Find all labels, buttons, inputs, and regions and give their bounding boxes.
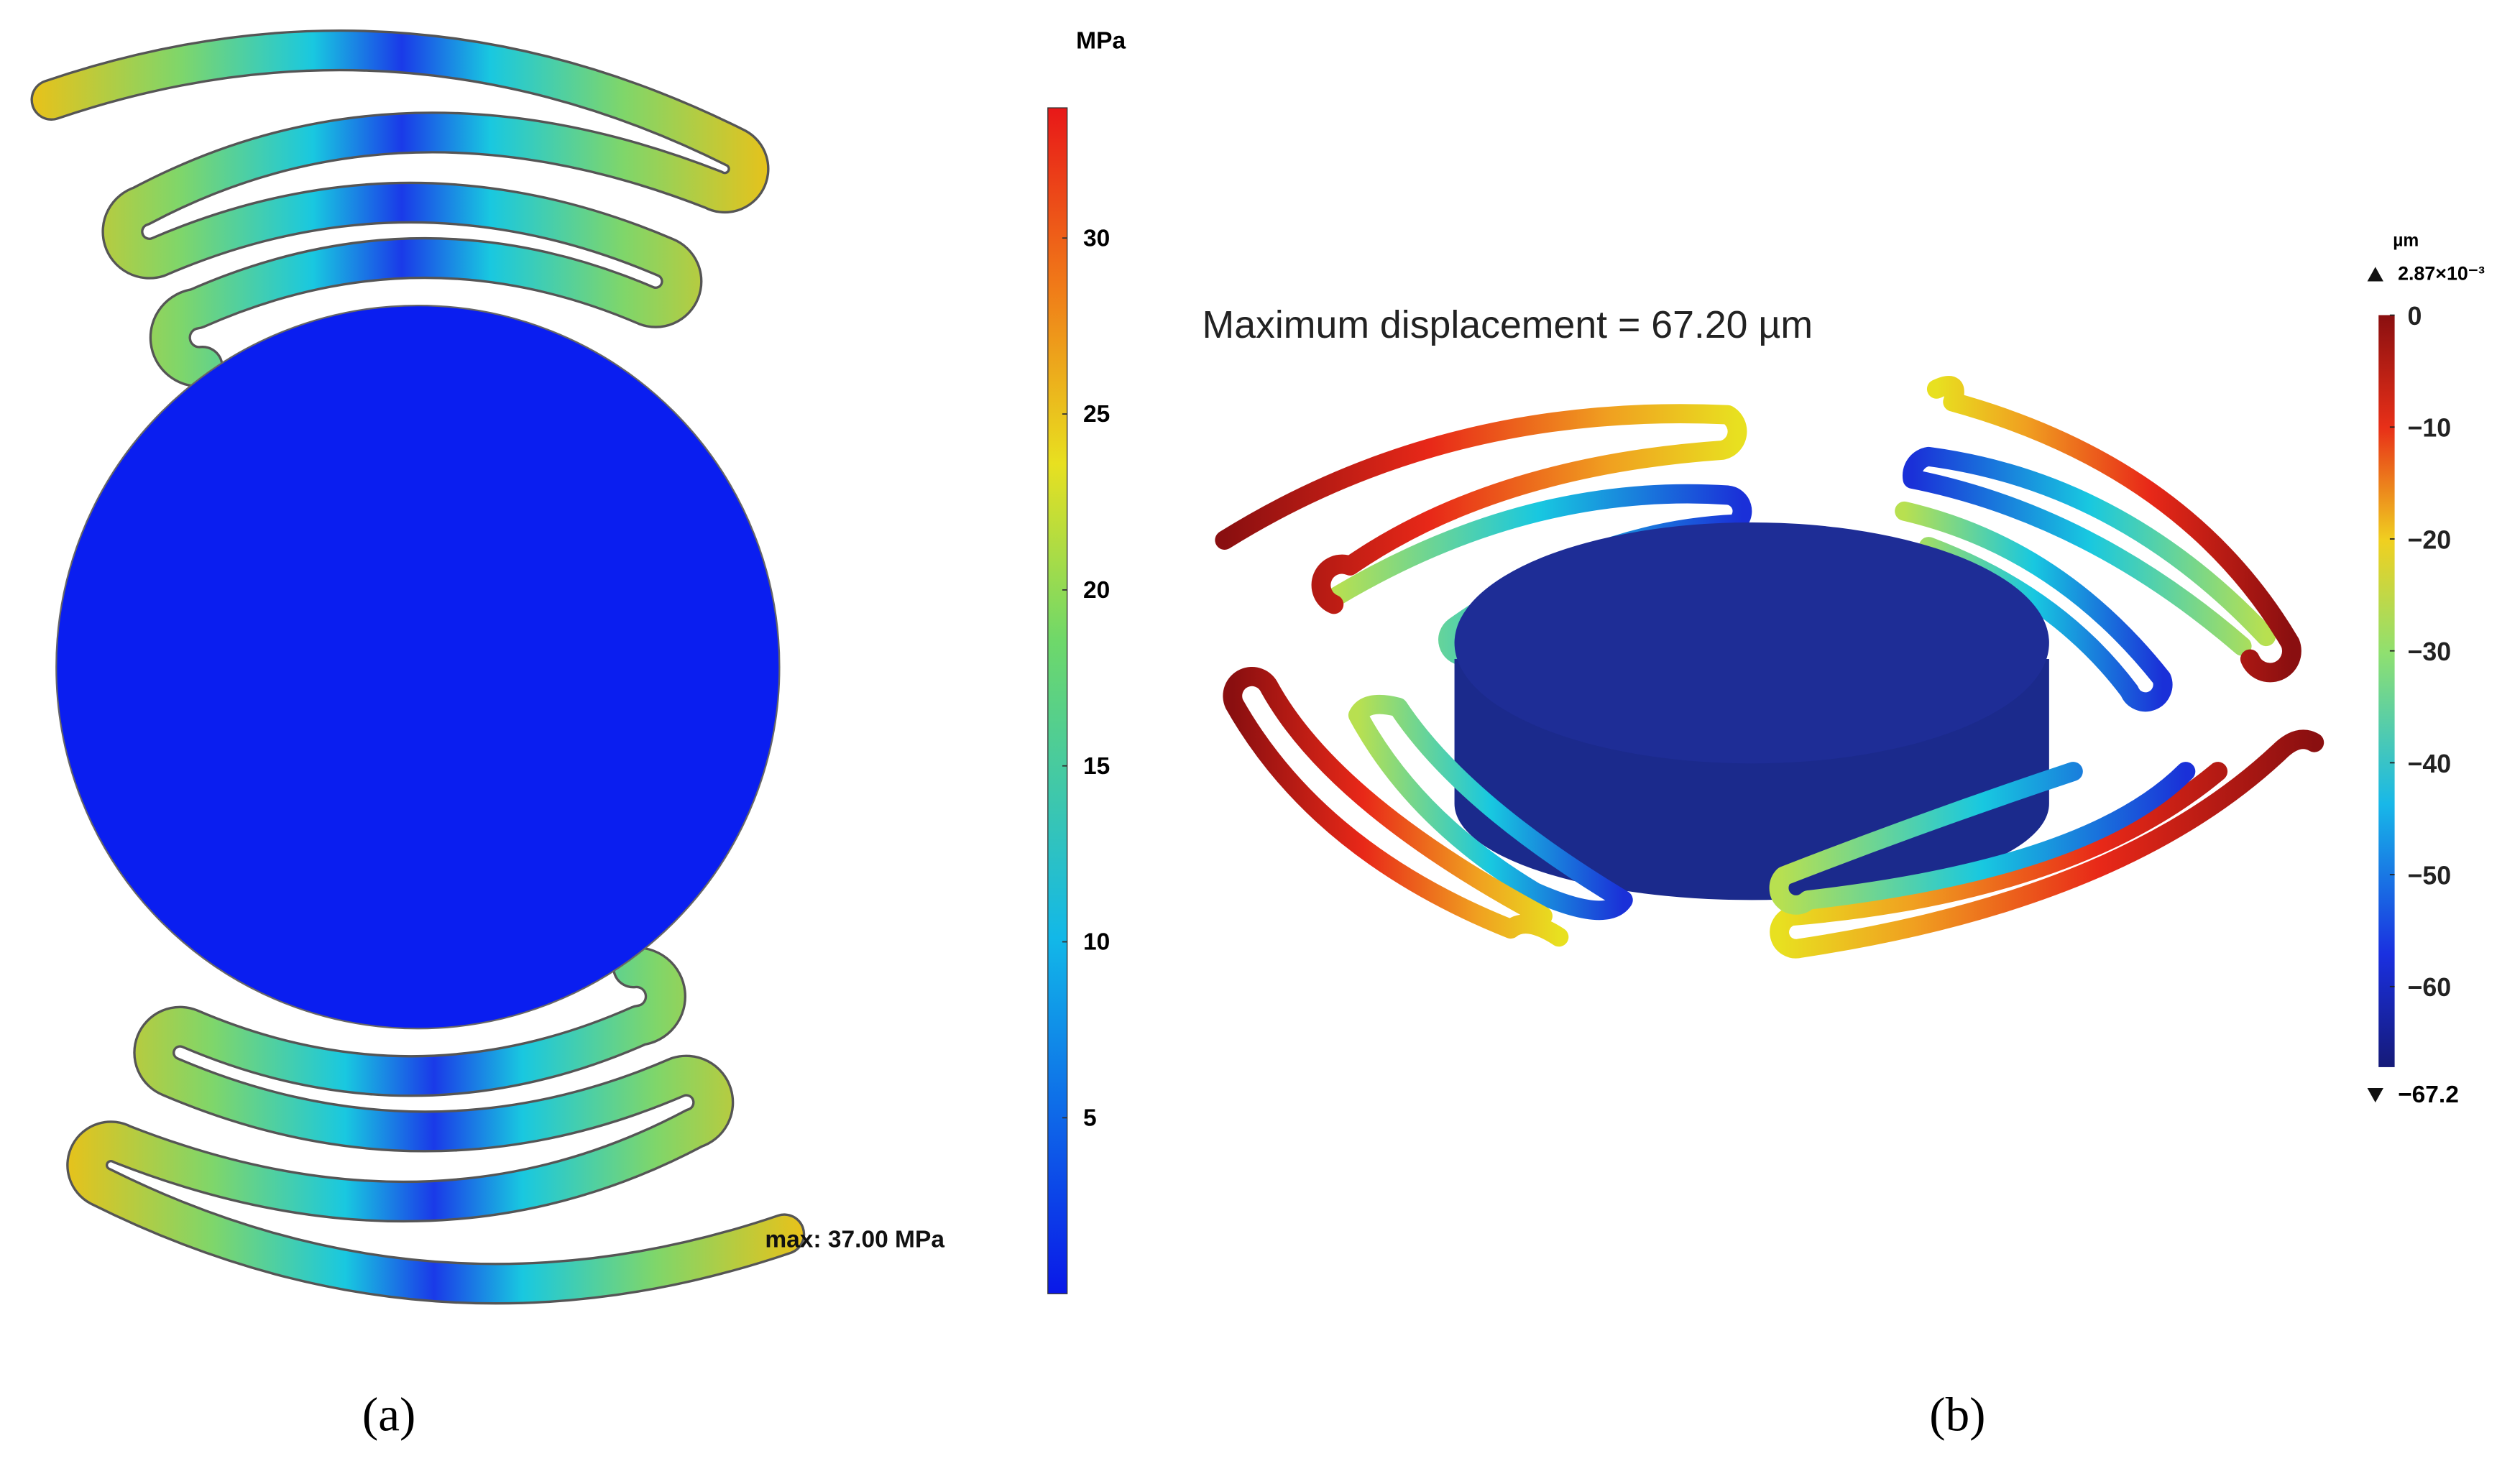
colorbar (2378, 315, 2395, 1067)
tick-label: 10 (1083, 929, 1110, 956)
displacement-plot: Maximum displacement = 67.20 µm µm (b) (1202, 231, 2419, 1441)
tick-label: 5 (1083, 1105, 1097, 1132)
colorbar (1047, 107, 1068, 1294)
springs-top (30, 29, 770, 388)
tick-label: −60 (2407, 973, 2451, 1002)
colorbar-unit: µm (2393, 231, 2419, 250)
min-marker (2367, 1088, 2383, 1103)
tick-label: 25 (1083, 401, 1110, 428)
panel-label: (b) (1929, 1387, 1985, 1441)
springs-bottom (66, 946, 806, 1305)
springs-3d-front (1223, 667, 2324, 959)
tick-label: −30 (2407, 637, 2451, 666)
max-marker (2367, 267, 2383, 282)
disk-3d (1454, 522, 2049, 900)
tick-label: 0 (2407, 302, 2422, 331)
tick-label: 30 (1083, 225, 1110, 252)
min-label: −67.2 (2398, 1082, 2459, 1108)
tick-label: 20 (1083, 577, 1110, 604)
panel-label: (a) (362, 1387, 415, 1441)
max-label: 2.87×10⁻³ (2398, 262, 2485, 284)
tick-label: −50 (2407, 862, 2451, 890)
tick-label: 15 (1083, 753, 1110, 780)
max-annotation: max: 37.00 MPa (765, 1226, 944, 1253)
colorbar-unit: MPa (1076, 27, 1126, 54)
disk (55, 304, 781, 1030)
stress-plot: max: 37.00 MPa MPa (a) (30, 27, 1126, 1441)
springs-3d (1215, 376, 2301, 712)
tick-label: −20 (2407, 525, 2451, 554)
plot-title: Maximum displacement = 67.20 µm (1202, 303, 1813, 346)
tick-label: −10 (2407, 414, 2451, 443)
tick-label: −40 (2407, 750, 2451, 778)
